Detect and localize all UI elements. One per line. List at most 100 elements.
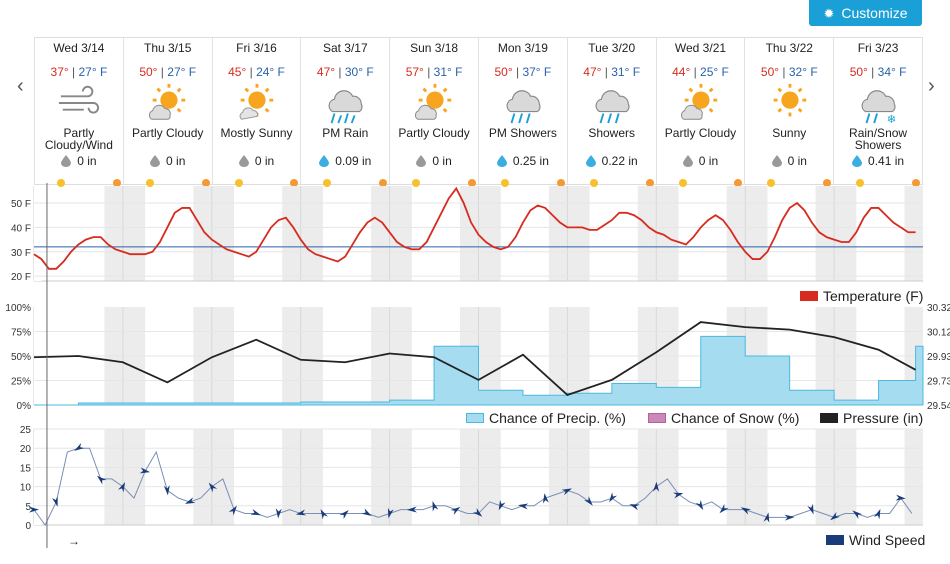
wind-legend[interactable]: Wind Speed bbox=[826, 532, 925, 548]
precip-amount: 0 in bbox=[390, 154, 478, 168]
wind-direction-arrow bbox=[498, 500, 506, 511]
pressure-legend[interactable]: Pressure (in) bbox=[820, 410, 923, 426]
sunrise-icon bbox=[234, 179, 243, 187]
wind-tick-label: 10 bbox=[20, 483, 32, 494]
wind-icon bbox=[58, 85, 99, 114]
condition-text: Sunny bbox=[772, 126, 807, 140]
day-column[interactable]: Tue 3/20 47° | 31° F Showers 0.22 in bbox=[566, 38, 656, 187]
sunrise-icon bbox=[767, 179, 776, 187]
low-temp: 37° F bbox=[522, 65, 552, 79]
wind-direction-arrow bbox=[118, 482, 126, 493]
drop-icon bbox=[319, 155, 330, 167]
prev-days-arrow[interactable]: ‹ bbox=[17, 75, 24, 97]
sun-markers bbox=[390, 179, 478, 187]
sunset-icon bbox=[379, 179, 388, 187]
wind-direction-arrow bbox=[320, 509, 328, 520]
day-temps: 44° | 25° F bbox=[672, 65, 729, 79]
temperature-legend[interactable]: Temperature (F) bbox=[800, 288, 923, 304]
day-column[interactable]: Fri 3/23 50° | 34° F ❄ Rain/Snow Showers 0.4… bbox=[833, 38, 923, 187]
wind-tick-label: 0 bbox=[25, 521, 31, 532]
sunset-icon bbox=[290, 179, 299, 187]
night-band bbox=[815, 429, 857, 525]
low-temp: 27° F bbox=[167, 65, 197, 79]
customize-button[interactable]: ✹ Customize bbox=[809, 0, 922, 26]
sunset-icon bbox=[911, 179, 920, 187]
high-temp: 50° bbox=[760, 65, 780, 79]
precip-amount: 0 in bbox=[124, 154, 212, 168]
rain-snow-icon: ❄ bbox=[861, 90, 897, 125]
precip-value: 0 in bbox=[77, 154, 97, 168]
high-temp: 37° bbox=[50, 65, 69, 79]
daily-forecast-strip: Wed 3/14 37° | 27° F Partly Cloudy/Wind 0 i… bbox=[34, 37, 923, 187]
wind-direction-arrow bbox=[584, 496, 593, 506]
temperature-swatch bbox=[800, 291, 818, 301]
wind-direction-arrow bbox=[472, 507, 483, 517]
drop-icon bbox=[238, 155, 249, 167]
condition-text: PM Rain bbox=[322, 126, 369, 140]
temp-tick-label: 20 F bbox=[11, 272, 31, 283]
condition-text: Showers bbox=[588, 126, 636, 140]
day-column[interactable]: Sat 3/17 47° | 30° F PM Rain 0.09 in bbox=[300, 38, 389, 187]
sunrise-icon bbox=[57, 179, 65, 187]
snow-legend[interactable]: Chance of Snow (%) bbox=[648, 410, 799, 426]
wind-direction-arrow bbox=[163, 485, 170, 496]
sunset-icon bbox=[734, 179, 743, 187]
partly-cloudy-icon bbox=[681, 83, 718, 120]
day-column[interactable]: Wed 3/21 44° | 25° F Partly Cloudy 0 in bbox=[655, 38, 745, 187]
day-column[interactable]: Wed 3/14 37° | 27° F Partly Cloudy/Wind 0 i… bbox=[34, 38, 123, 187]
day-name: Sat 3/17 bbox=[322, 41, 368, 55]
next-days-arrow[interactable]: › bbox=[928, 75, 935, 97]
wind-direction-arrow bbox=[629, 504, 640, 511]
wind-direction-arrow bbox=[830, 511, 840, 521]
pressure-tick-label: 29.73 bbox=[927, 377, 950, 388]
day-column[interactable]: Fri 3/16 45° | 24° F Mostly Sunny 0 in bbox=[211, 38, 301, 187]
snow-legend-label: Chance of Snow (%) bbox=[671, 410, 800, 426]
condition-text: Partly Cloudy bbox=[398, 126, 470, 140]
sunrise-icon bbox=[678, 179, 687, 187]
wind-direction-arrow bbox=[96, 475, 107, 485]
precip-legend[interactable]: Chance of Precip. (%) bbox=[466, 410, 626, 426]
day-name: Wed 3/21 bbox=[674, 41, 727, 55]
wind-direction-arrow bbox=[763, 512, 770, 523]
day-column[interactable]: Thu 3/22 50° | 32° F Sunny 0 in bbox=[744, 38, 833, 187]
night-band bbox=[548, 429, 590, 525]
wind-direction-arrow bbox=[406, 506, 417, 513]
precip-value: 0 in bbox=[166, 154, 186, 168]
pressure-tick-label: 30.32 bbox=[927, 303, 950, 314]
pressure-tick-label: 29.54 bbox=[927, 401, 950, 412]
precip-amount: 0 in bbox=[213, 154, 301, 168]
snow-swatch bbox=[648, 413, 666, 423]
partly-cloudy-icon bbox=[415, 83, 452, 120]
wind-direction-arrow bbox=[450, 506, 461, 515]
rain-icon bbox=[328, 90, 363, 124]
wind-direction-arrow bbox=[339, 510, 349, 520]
day-temps: 50° | 34° F bbox=[849, 65, 907, 79]
precip-value: 0 in bbox=[432, 154, 452, 168]
wind-series-line bbox=[33, 447, 913, 526]
precip-value: 0.25 in bbox=[512, 154, 549, 168]
hour-marker-arrow: → bbox=[68, 534, 80, 548]
pressure-tick-label: 29.93 bbox=[927, 352, 950, 363]
sun-markers bbox=[568, 179, 656, 187]
night-band bbox=[637, 429, 679, 525]
day-name: Mon 3/19 bbox=[497, 41, 548, 55]
sun-markers bbox=[35, 179, 123, 187]
condition-text: Partly Cloudy bbox=[664, 126, 737, 140]
day-name: Sun 3/18 bbox=[410, 41, 459, 55]
day-column[interactable]: Sun 3/18 57° | 31° F Partly Cloudy 0 in bbox=[389, 38, 478, 187]
night-band bbox=[282, 186, 323, 281]
wind-direction-arrow bbox=[139, 467, 151, 474]
wind-direction-arrow bbox=[561, 488, 572, 496]
day-column[interactable]: Mon 3/19 50° | 37° F PM Showers 0.25 in bbox=[477, 38, 567, 187]
showers-icon bbox=[595, 90, 630, 124]
night-band bbox=[459, 429, 501, 525]
sun-markers bbox=[124, 179, 212, 187]
sunrise-icon bbox=[500, 179, 509, 187]
precip-legend-label: Chance of Precip. (%) bbox=[489, 410, 626, 426]
precip-swatch bbox=[466, 413, 484, 423]
temperature-legend-label: Temperature (F) bbox=[823, 288, 924, 304]
svg-text:❄: ❄ bbox=[887, 114, 897, 125]
day-column[interactable]: Thu 3/15 50° | 27° F Partly Cloudy 0 in bbox=[122, 38, 212, 187]
sunrise-icon bbox=[412, 179, 421, 187]
drop-icon bbox=[682, 155, 693, 167]
